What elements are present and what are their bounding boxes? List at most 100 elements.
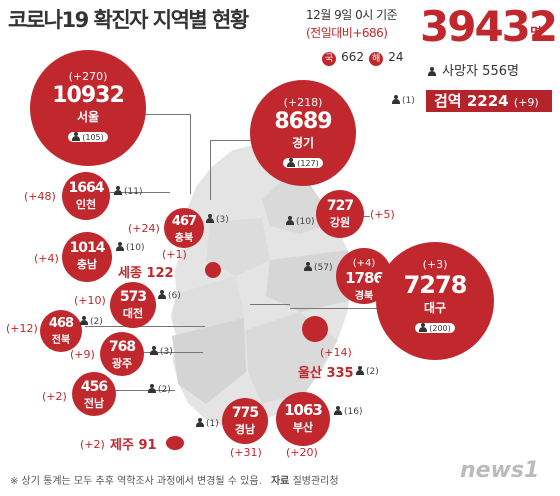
region-gyeonggi: (+218) 8689 경기 (127): [250, 80, 356, 186]
jeonbuk-name: 전북: [51, 335, 71, 346]
gwangju-death: (3): [150, 346, 173, 357]
ulsan-dot: [302, 316, 328, 342]
connector-seoul-v: [190, 114, 191, 194]
daejeon-death: (6): [158, 290, 181, 301]
incheon-death: (11): [114, 186, 142, 197]
jeonbuk-count: 468: [48, 316, 74, 331]
daegu-inc: (+3): [422, 258, 448, 271]
connector-gyeonggi-v: [210, 140, 211, 200]
daegu-count: 7278: [403, 271, 468, 299]
ulsan-name: 울산: [298, 366, 322, 381]
total-count: 39432: [420, 2, 558, 51]
incheon-inc: (+48): [24, 190, 56, 203]
ulsan-count: 335: [326, 366, 354, 381]
gyeonggi-count: 8689: [274, 109, 332, 134]
chungnam-name: 충남: [76, 258, 98, 271]
chungbuk-inc: (+24): [128, 222, 160, 235]
jeonbuk-death: (2): [80, 316, 103, 327]
daegu-name: 대구: [423, 301, 447, 315]
gyeongbuk-inc: (+4): [352, 258, 376, 269]
seoul-count: 10932: [52, 83, 125, 108]
gyeongnam-name: 경남: [234, 423, 256, 436]
gyeongbuk-name: 경북: [354, 291, 374, 302]
region-seoul: (+270) 10932 서울 (105): [30, 50, 146, 166]
chungnam-inc: (+4): [34, 252, 59, 265]
daejeon-inc: (+10): [74, 294, 106, 307]
ulsan-label: 울산 335: [298, 362, 354, 381]
region-gwangju: 768 광주: [100, 332, 144, 376]
overseas-badge: 해: [369, 52, 384, 66]
busan-count: 1063: [284, 401, 323, 419]
domestic-badge: 국: [322, 52, 336, 66]
busan-death: (16): [334, 406, 362, 417]
connector-incheon: [110, 192, 170, 193]
connector-daegu: [290, 308, 380, 309]
gyeongbuk-count: 1786: [345, 269, 384, 287]
total-unit: 명: [530, 26, 542, 41]
gyeongbuk-death: (57): [304, 262, 332, 273]
jeju-inc: (+2): [80, 438, 105, 451]
sejong-inc: (+1): [162, 248, 187, 261]
daegu-death: (200): [415, 323, 455, 333]
daily-change: (전일대비+686): [306, 26, 388, 40]
connector-gyeonggi: [210, 140, 260, 141]
region-gyeongnam: 775 경남: [222, 398, 268, 444]
domestic-overseas: 국 662 해 24: [322, 46, 403, 66]
footer-note-text: ※ 상기 통계는 모두 추후 역학조사 과정에서 변경될 수 있음.: [10, 476, 262, 487]
chungnam-count: 1014: [69, 240, 106, 256]
connector-jeonnam: [115, 390, 175, 391]
gwangju-name: 광주: [111, 357, 133, 370]
quarantine-death: (1): [392, 95, 415, 106]
ulsan-death: (2): [356, 366, 379, 377]
jeonnam-name: 전남: [83, 397, 105, 410]
gwangju-inc: (+9): [70, 348, 95, 361]
ulsan-inc: (+14): [320, 346, 352, 359]
quarantine-label: 검역: [434, 92, 462, 110]
connector-gwangju: [143, 352, 203, 353]
region-chungbuk: 467 충북: [164, 208, 204, 248]
region-incheon: 1664 인천: [62, 172, 110, 220]
gyeonggi-inc: (+218): [283, 96, 323, 109]
gangwon-inc: (+5): [370, 208, 395, 221]
sejong-label: 세종 122: [118, 262, 174, 281]
gyeongnam-death: (1): [196, 418, 219, 429]
person-icon: [428, 67, 436, 76]
person-icon: [392, 95, 400, 104]
region-chungnam: 1014 충남: [62, 232, 112, 282]
quarantine-inc: (+9): [513, 96, 539, 109]
sejong-dot: [205, 262, 221, 278]
connector-daejeon: [250, 304, 290, 305]
domestic-count: 662: [341, 50, 364, 64]
seoul-name: 서울: [76, 110, 100, 124]
busan-name: 부산: [292, 421, 314, 434]
gyeongnam-count: 775: [231, 405, 259, 421]
jeju-count: 91: [138, 438, 157, 453]
daejeon-count: 573: [119, 289, 147, 305]
region-daejeon: 573 대전: [110, 282, 156, 328]
region-busan: 1063 부산: [276, 392, 330, 446]
daejeon-name: 대전: [122, 307, 144, 320]
seoul-death: (105): [68, 132, 108, 142]
deaths-label: 사망자: [442, 64, 479, 79]
incheon-count: 1664: [68, 180, 105, 196]
jeonbuk-inc: (+12): [6, 322, 38, 335]
chungbuk-count: 467: [171, 214, 197, 229]
seoul-inc: (+270): [68, 70, 108, 83]
gyeongnam-inc: (+31): [230, 446, 262, 459]
busan-inc: (+20): [286, 446, 318, 459]
quarantine-box: 검역 2224 (+9): [426, 90, 552, 112]
region-gangwon: 727 강원: [316, 190, 364, 238]
source-label: 자료: [270, 476, 290, 487]
deaths-summary: 사망자 556명: [428, 60, 519, 79]
gangwon-death: (10): [286, 216, 314, 227]
region-daegu: (+3) 7278 대구 (200): [376, 242, 494, 360]
source-text: 질병관리청: [292, 476, 339, 487]
quarantine-count: 2224: [466, 92, 509, 110]
chungbuk-death: (3): [206, 214, 229, 225]
gyeonggi-name: 경기: [291, 136, 315, 150]
jeju-label: 제주 91: [110, 434, 157, 453]
jeonnam-inc: (+2): [42, 390, 67, 403]
connector-jeonbuk: [85, 326, 205, 327]
date-label: 12월 9일 0시 기준: [306, 8, 398, 22]
